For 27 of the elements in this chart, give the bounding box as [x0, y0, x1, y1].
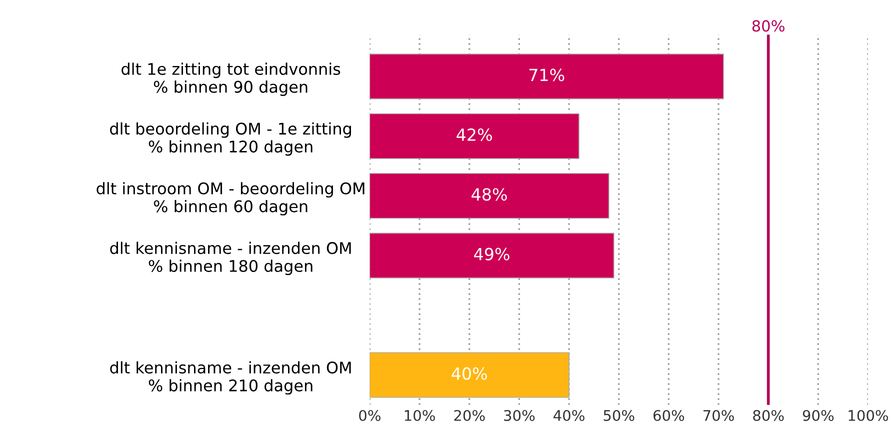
x-tick-label: 20% — [454, 410, 485, 422]
ref-line-label: 80% — [752, 20, 784, 32]
y-tick-label: dlt beoordeling OM - 1e zitting % binnen 120 dagen — [110, 122, 351, 156]
y-tick-label: dlt instroom OM - beoordeling OM % binnen 60 dagen — [96, 182, 364, 216]
x-tick-label: 30% — [504, 410, 535, 422]
bar — [370, 173, 610, 219]
x-tick-label: 60% — [653, 410, 684, 422]
x-tick-label: 80% — [753, 410, 784, 422]
bar — [370, 54, 724, 100]
x-tick-label: 70% — [703, 410, 734, 422]
bar — [370, 232, 614, 278]
data-label: 42% — [456, 128, 492, 141]
data-label: 71% — [529, 68, 564, 82]
x-tick-label: 90% — [802, 410, 834, 422]
x-tick-label: 100% — [848, 410, 888, 422]
data-label: 40% — [452, 367, 487, 380]
y-tick-label: dlt kennisname - inzenden OM % binnen 180 dagen — [110, 242, 351, 276]
x-tick-label: 50% — [604, 410, 634, 422]
data-label: 48% — [472, 188, 507, 201]
data-label: 49% — [474, 248, 510, 260]
x-tick-label: 40% — [554, 410, 584, 422]
bar — [370, 352, 570, 398]
y-tick-label: dlt 1e zitting tot eindvonnis % binnen 90 dagen — [122, 62, 340, 96]
x-tick-label: 10% — [404, 410, 435, 422]
x-tick-label: 0% — [359, 410, 380, 422]
y-tick-label: dlt kennisname - inzenden OM % binnen 210 dagen — [110, 361, 351, 395]
bar — [370, 113, 580, 159]
